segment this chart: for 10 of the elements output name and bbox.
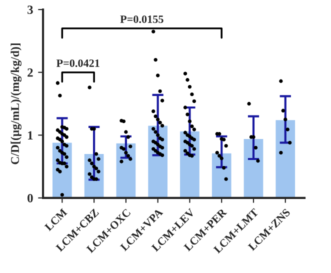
bar — [242, 138, 265, 198]
y-tick-label: 2 — [28, 68, 33, 77]
bar — [210, 152, 233, 198]
y-tick-label: 0 — [28, 194, 33, 202]
y-axis-title: C/D[(μg/mL)/(mg/kg/d)] — [10, 44, 22, 164]
y-tick-label: 1 — [28, 131, 33, 140]
bar — [274, 118, 296, 198]
annotation: P=0.0155 — [120, 15, 164, 24]
y-tick-label: 3 — [28, 6, 33, 14]
annotation: P=0.0421 — [56, 59, 100, 67]
